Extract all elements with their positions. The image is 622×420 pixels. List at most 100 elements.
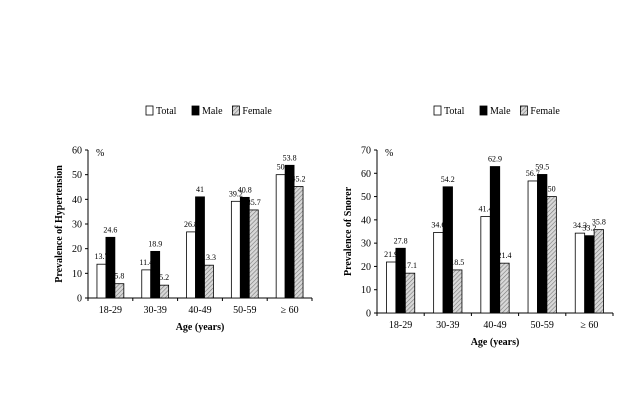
data-label-female: 35.7 [247, 198, 261, 207]
data-label-female: 21.4 [497, 251, 511, 260]
data-label-male: 53.8 [283, 153, 297, 162]
data-label-female: 17.1 [403, 261, 417, 270]
x-tick-label: 18-29 [389, 320, 412, 331]
y-tick-label: 30 [361, 239, 371, 250]
bar-total [186, 231, 196, 299]
bar-female [546, 196, 557, 314]
bar-total [141, 269, 152, 299]
data-label-male: 18.9 [148, 239, 162, 248]
legend-swatch-male [479, 105, 488, 116]
data-label-male: 54.2 [441, 175, 455, 184]
data-label-female: 50 [548, 185, 556, 194]
y-tick-label: 30 [72, 220, 82, 231]
data-label-total: 26.8 [184, 220, 198, 229]
x-tick-label: 50-59 [531, 320, 554, 331]
legend-swatch-male [191, 105, 200, 116]
chart-1: 0 10 20 30 40 50 60 % Prevalence of Hypertension… [54, 105, 313, 333]
bar-total [527, 180, 538, 314]
data-label-male: 59.5 [535, 162, 549, 171]
y-tick-label: 60 [72, 146, 82, 157]
unit-label: % [96, 148, 104, 159]
data-label-total: 11.4 [139, 258, 153, 267]
data-label-total: 34.6 [431, 220, 445, 229]
data-label-male: 40.8 [238, 185, 252, 194]
y-tick-label: 20 [72, 244, 82, 255]
data-label-male: 24.6 [103, 225, 117, 234]
y-tick-label: 0 [77, 294, 82, 305]
data-label-total: 34.3 [573, 221, 587, 230]
y-axis-title: Prevalence of Snorer [343, 186, 354, 276]
data-label-total: 39.2 [229, 189, 243, 198]
data-label-total: 56.7 [526, 169, 540, 178]
legend-swatch-female [231, 105, 240, 116]
y-tick-label: 60 [361, 169, 371, 180]
unit-label: % [385, 148, 393, 159]
legend-label-male: Male [202, 106, 223, 117]
legend-label-total: Total [444, 106, 465, 117]
legend-label-total: Total [156, 106, 177, 117]
data-label-total: 21.9 [384, 250, 398, 259]
y-tick-label: 20 [361, 262, 371, 273]
bar-male [584, 235, 595, 314]
bar-total [96, 263, 107, 299]
bar-female [248, 209, 259, 299]
x-tick-label: 40-49 [483, 320, 506, 331]
legend-swatch-total [145, 105, 154, 116]
bar-male [284, 164, 295, 299]
x-tick-label: ≥ 60 [580, 320, 598, 331]
x-tick-label: ≥ 60 [281, 305, 299, 316]
data-label-male: 41 [196, 185, 204, 194]
y-tick-label: 70 [361, 146, 371, 157]
bar-total [230, 200, 241, 299]
data-label-female: 18.5 [450, 258, 464, 267]
bar-male [537, 174, 548, 314]
legend-swatch-female [520, 105, 528, 116]
data-label-female: 5.2 [159, 273, 169, 282]
bar-total [574, 232, 586, 314]
x-tick-label: 50-59 [233, 305, 256, 316]
data-label-total: 50 [277, 163, 285, 172]
x-tick-label: 30-39 [436, 320, 459, 331]
data-label-total: 13.7 [94, 252, 108, 261]
bar-female [452, 269, 463, 314]
y-axis-title: Prevalence of Hypertension [54, 165, 65, 283]
bar-male [195, 196, 205, 299]
x-axis-title: Age (years) [471, 337, 520, 348]
legend-label-female: Female [530, 106, 560, 117]
bar-female [499, 262, 510, 314]
y-tick-label: 10 [72, 269, 82, 280]
bar-male [442, 186, 453, 314]
legend-label-male: Male [490, 106, 511, 117]
x-axis-title: Age (years) [176, 322, 225, 333]
x-tick-label: 18-29 [99, 305, 122, 316]
y-tick-label: 40 [72, 195, 82, 206]
bar-total [275, 174, 286, 299]
data-label-female: 45.2 [292, 175, 306, 184]
x-tick-label: 30-39 [144, 305, 167, 316]
y-tick-label: 50 [361, 192, 371, 203]
data-label-female: 5.8 [114, 272, 124, 281]
y-tick-label: 10 [361, 285, 371, 296]
bar-male [489, 166, 501, 314]
bar-total [386, 261, 397, 314]
bar-female [114, 283, 125, 299]
bar-male [395, 247, 406, 314]
bar-total [480, 216, 491, 314]
y-tick-label: 40 [361, 215, 371, 226]
bar-female [404, 272, 416, 314]
data-label-female: 35.8 [592, 218, 606, 227]
bar-female [593, 229, 604, 314]
y-tick-label: 50 [72, 170, 82, 181]
bar-female [204, 264, 214, 299]
legend-swatch-total [433, 105, 442, 116]
y-tick-label: 0 [366, 309, 371, 320]
bar-male [239, 196, 250, 299]
data-label-male: 27.8 [394, 236, 408, 245]
bar-female [159, 284, 170, 299]
data-label-total: 41.4 [479, 205, 493, 214]
bar-male [105, 236, 116, 299]
x-tick-label: 40-49 [188, 305, 211, 316]
legend-label-female: Female [242, 106, 272, 117]
